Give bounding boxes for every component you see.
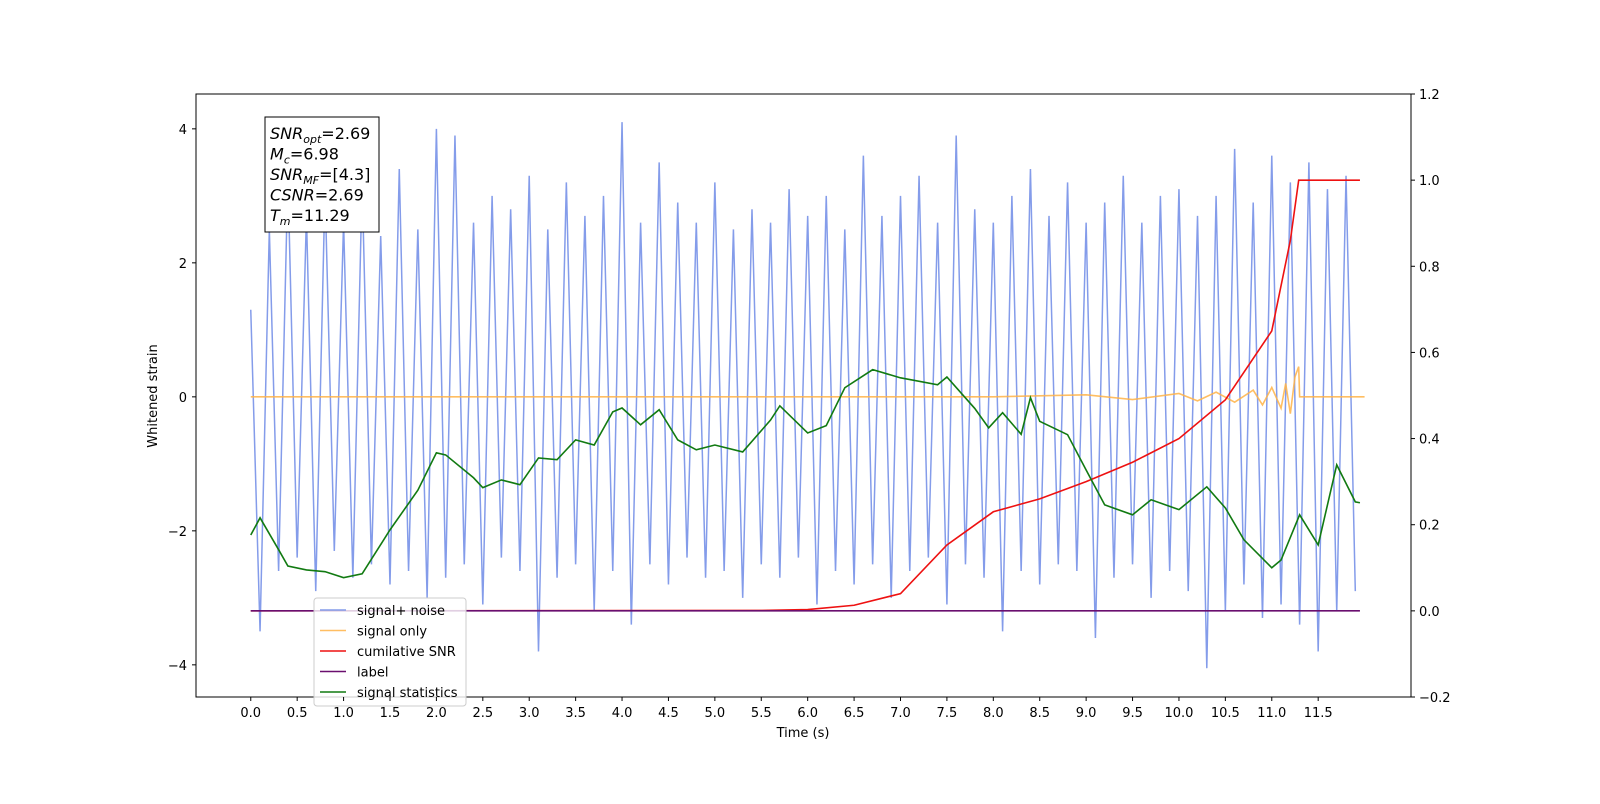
annotation-value: =11.29: [291, 206, 350, 225]
x-tick-label: 1.0: [333, 706, 354, 721]
x-tick-label: 8.5: [1029, 706, 1050, 721]
legend-label: label: [357, 666, 388, 681]
y2-tick-label: 0.6: [1419, 346, 1440, 361]
y2-tick-label: 0.8: [1419, 260, 1440, 275]
x-tick-label: 8.0: [983, 706, 1004, 721]
legend-label: signal+ noise: [357, 604, 445, 619]
x-tick-label: 6.0: [797, 706, 818, 721]
annotation-sub: opt: [303, 133, 322, 146]
x-tick-label: 9.5: [1122, 706, 1143, 721]
x-tick-label: 0.0: [240, 706, 261, 721]
legend: signal+ noise signal only cumilative SNR la…: [320, 604, 458, 701]
x-tick-label: 3.0: [519, 706, 540, 721]
axes-frame: [195, 93, 1412, 698]
legend-box: [313, 597, 467, 707]
x-tick-label: 10.0: [1164, 706, 1193, 721]
x-tick-label: 3.5: [565, 706, 586, 721]
x-tick-label: 7.0: [890, 706, 911, 721]
x-tick-label: 1.5: [380, 706, 401, 721]
annotation-sub: c: [284, 154, 290, 167]
annotation-symbol: CSNR: [270, 186, 315, 205]
legend-label: signal statistics: [357, 686, 458, 701]
annotation-line: CSNR=2.69: [270, 186, 364, 205]
x-tick-label: 2.0: [426, 706, 447, 721]
y2-tick-label: 1.0: [1419, 174, 1440, 189]
x-tick-label: 5.5: [751, 706, 772, 721]
legend-label: cumilative SNR: [357, 645, 456, 660]
y-tick-label: 2: [179, 257, 187, 272]
x-tick-label: 4.0: [612, 706, 633, 721]
annotation-line: Tm=11.29: [270, 206, 350, 228]
series-line: [250, 179, 1360, 612]
x-tick-label: 5.0: [705, 706, 726, 721]
series-line: [250, 366, 1365, 414]
legend-label: signal only: [357, 625, 427, 640]
y2-tick-label: 0.0: [1419, 605, 1440, 620]
annotation-line: SNRopt=2.69: [270, 124, 370, 146]
x-tick-label: 11.5: [1304, 706, 1333, 721]
annotation-value: =2.69: [315, 186, 364, 205]
annotation-symbol: T: [270, 206, 281, 225]
y2-tick-label: −0.2: [1419, 691, 1451, 706]
annotation-box: [264, 116, 380, 233]
annotation-symbol: SNR: [270, 165, 303, 184]
x-tick-label: 10.5: [1211, 706, 1240, 721]
x-axis-label: Time (s): [776, 726, 830, 741]
series-line: [250, 368, 1361, 579]
y-tick-label: −2: [168, 525, 187, 540]
x-tick-label: 2.5: [472, 706, 493, 721]
x-tick-label: 7.5: [937, 706, 958, 721]
y-tick-label: −4: [168, 659, 187, 674]
y-axis-label: Whitened strain: [146, 344, 161, 447]
x-tick-label: 9.0: [1076, 706, 1097, 721]
annotation-line: SNRMF=[4.3]: [270, 165, 370, 187]
annotation-sub: m: [280, 215, 291, 228]
x-tick-label: 11.0: [1257, 706, 1286, 721]
annotation-value: =[4.3]: [319, 165, 370, 184]
annotation: SNRopt=2.69Mc=6.98SNRMF=[4.3]CSNR=2.69Tm…: [270, 124, 370, 228]
y2-tick-label: 0.4: [1419, 433, 1440, 448]
annotation-line: Mc=6.98: [270, 145, 339, 167]
annotation-sub: MF: [303, 174, 319, 187]
y2-tick-label: 1.2: [1419, 88, 1440, 103]
annotation-value: =2.69: [321, 124, 370, 143]
y-tick-label: 0: [179, 391, 187, 406]
annotation-symbol: SNR: [270, 124, 303, 143]
x-tick-label: 6.5: [844, 706, 865, 721]
annotation-value: =6.98: [290, 145, 339, 164]
y-tick-label: 4: [179, 123, 187, 138]
annotation-symbol: M: [270, 145, 284, 164]
x-tick-label: 0.5: [287, 706, 308, 721]
x-tick-label: 4.5: [658, 706, 679, 721]
y2-tick-label: 0.2: [1419, 519, 1440, 534]
